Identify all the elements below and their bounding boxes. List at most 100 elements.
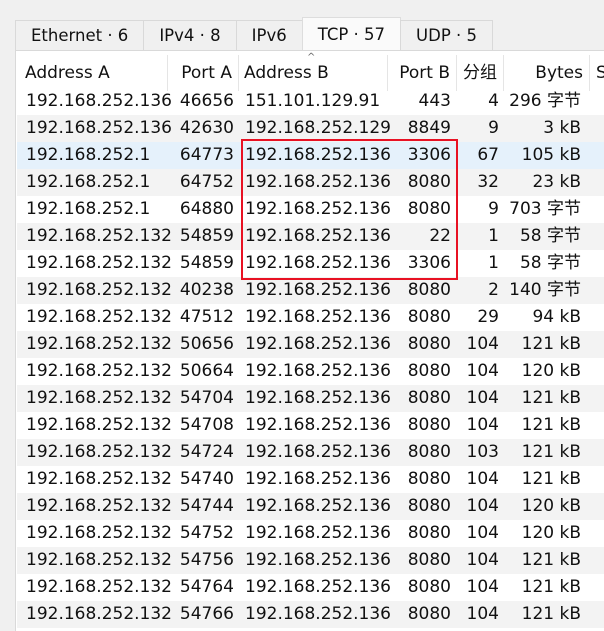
table-row[interactable]: 192.168.252.132 54756 192.168.252.136 8080 1…	[17, 547, 604, 574]
cell-port-a: 50656	[179, 334, 234, 354]
cell-address-a: 192.168.252.136	[26, 118, 173, 138]
cell-address-b: 192.168.252.136	[245, 226, 392, 246]
cell-packets: 32	[477, 172, 499, 192]
table-row[interactable]: 192.168.252.132 54708 192.168.252.136 8080 1…	[17, 412, 604, 439]
cell-port-a: 54859	[179, 253, 234, 273]
cell-bytes: 703 字节	[509, 199, 581, 219]
table-row[interactable]: 192.168.252.132 54740 192.168.252.136 8080 1…	[17, 466, 604, 493]
cell-bytes: 121 kB	[521, 388, 581, 408]
cell-port-b: 8080	[407, 415, 451, 435]
cell-port-a: 40238	[179, 280, 234, 300]
cell-packets: 104	[466, 415, 499, 435]
cell-address-a: 192.168.252.1	[26, 199, 151, 219]
cell-address-a: 192.168.252.132	[26, 469, 173, 489]
table-row[interactable]: 192.168.252.132 54752 192.168.252.136 8080 1…	[17, 520, 604, 547]
table-row[interactable]: 192.168.252.132 54859 192.168.252.136 3306 1…	[17, 250, 604, 277]
cell-packets: 29	[477, 307, 499, 327]
column-port-b[interactable]: Port B	[388, 55, 457, 91]
cell-packets: 104	[466, 604, 499, 624]
cell-port-a: 54756	[179, 550, 234, 570]
cell-bytes: 121 kB	[521, 604, 581, 624]
cell-bytes: 121 kB	[521, 469, 581, 489]
cell-address-b: 192.168.252.136	[245, 604, 392, 624]
cell-packets: 104	[466, 334, 499, 354]
cell-port-b: 8080	[407, 442, 451, 462]
cell-address-b: 192.168.252.136	[245, 550, 392, 570]
column-truncated[interactable]: S	[596, 63, 604, 83]
cell-port-b: 443	[418, 91, 451, 111]
cell-port-a: 42630	[179, 118, 234, 138]
table-row[interactable]: 192.168.252.1 64752 192.168.252.136 8080 32 2…	[17, 169, 604, 196]
cell-port-a: 54744	[179, 496, 234, 516]
tab-udp[interactable]: UDP · 5	[400, 20, 494, 50]
cell-packets: 104	[466, 496, 499, 516]
cell-address-a: 192.168.252.132	[26, 361, 173, 381]
cell-address-b: 192.168.252.136	[245, 442, 392, 462]
column-address-a[interactable]: Address A	[16, 55, 168, 91]
cell-address-a: 192.168.252.132	[26, 388, 173, 408]
cell-address-b: 192.168.252.129	[245, 118, 392, 138]
table-row[interactable]: 192.168.252.132 54744 192.168.252.136 8080 1…	[17, 493, 604, 520]
table-row[interactable]: 192.168.252.132 54859 192.168.252.136 22 1 58…	[17, 223, 604, 250]
column-packets[interactable]: 分组	[457, 55, 504, 91]
cell-port-b: 22	[429, 226, 451, 246]
tab-ipv6[interactable]: IPv6	[235, 20, 303, 50]
cell-port-a: 54708	[179, 415, 234, 435]
cell-packets: 2	[488, 280, 499, 300]
cell-packets: 104	[466, 577, 499, 597]
tab-ipv4[interactable]: IPv4 · 8	[143, 20, 237, 50]
cell-bytes: 120 kB	[521, 361, 581, 381]
cell-port-b: 8080	[407, 307, 451, 327]
cell-port-a: 64773	[179, 145, 234, 165]
column-address-b[interactable]: Address B	[239, 55, 388, 91]
cell-bytes: 121 kB	[521, 442, 581, 462]
cell-address-a: 192.168.252.132	[26, 415, 173, 435]
cell-address-a: 192.168.252.132	[26, 334, 173, 354]
cell-bytes: 58 字节	[519, 253, 581, 273]
cell-address-a: 192.168.252.132	[26, 253, 173, 273]
cell-port-b: 8080	[407, 334, 451, 354]
table-row[interactable]: 192.168.252.132 54764 192.168.252.136 8080 1…	[17, 574, 604, 601]
cell-packets: 1	[488, 253, 499, 273]
cell-address-b: 192.168.252.136	[245, 307, 392, 327]
cell-port-a: 46656	[179, 91, 234, 111]
column-bytes[interactable]: Bytes	[504, 55, 590, 91]
cell-packets: 103	[466, 442, 499, 462]
cell-address-b: 192.168.252.136	[245, 388, 392, 408]
cell-address-a: 192.168.252.132	[26, 604, 173, 624]
cell-bytes: 296 字节	[509, 91, 581, 111]
cell-port-b: 8080	[407, 361, 451, 381]
table-row[interactable]: 192.168.252.132 47512 192.168.252.136 8080 2…	[17, 304, 604, 331]
cell-port-a: 54764	[179, 577, 234, 597]
cell-port-b: 8080	[407, 172, 451, 192]
column-port-a[interactable]: Port A	[168, 55, 239, 91]
tab-tcp[interactable]: TCP · 57	[301, 17, 402, 51]
table-row[interactable]: 192.168.252.132 54704 192.168.252.136 8080 1…	[17, 385, 604, 412]
table-row[interactable]: 192.168.252.132 40238 192.168.252.136 8080 2…	[17, 277, 604, 304]
cell-packets: 104	[466, 523, 499, 543]
table-row[interactable]: 192.168.252.136 46656 151.101.129.91 443 4 29…	[17, 88, 604, 115]
cell-port-a: 64752	[179, 172, 234, 192]
table-row[interactable]: 192.168.252.136 42630 192.168.252.129 8849 9…	[17, 115, 604, 142]
cell-port-b: 8080	[407, 604, 451, 624]
table-row[interactable]: 192.168.252.1 64773 192.168.252.136 3306 67 1…	[17, 142, 604, 169]
table-row[interactable]: 192.168.252.1 64880 192.168.252.136 8080 9 70…	[17, 196, 604, 223]
cell-address-a: 192.168.252.132	[26, 523, 173, 543]
cell-bytes: 121 kB	[521, 334, 581, 354]
cell-packets: 9	[488, 118, 499, 138]
table-row[interactable]: 192.168.252.132 54724 192.168.252.136 8080 1…	[17, 439, 604, 466]
cell-address-a: 192.168.252.132	[26, 307, 173, 327]
table-row[interactable]: 192.168.252.132 54766 192.168.252.136 8080 1…	[17, 601, 604, 628]
tab-ethernet[interactable]: Ethernet · 6	[15, 20, 145, 50]
cell-packets: 104	[466, 361, 499, 381]
cell-address-a: 192.168.252.136	[26, 91, 173, 111]
cell-port-a: 54724	[179, 442, 234, 462]
cell-address-a: 192.168.252.132	[26, 550, 173, 570]
cell-address-b: 192.168.252.136	[245, 145, 392, 165]
table-row[interactable]: 192.168.252.132 50656 192.168.252.136 8080 1…	[17, 331, 604, 358]
cell-port-b: 8080	[407, 388, 451, 408]
table-row[interactable]: 192.168.252.132 50664 192.168.252.136 8080 1…	[17, 358, 604, 385]
cell-address-a: 192.168.252.132	[26, 280, 173, 300]
cell-port-a: 50664	[179, 361, 234, 381]
highlight-box	[241, 139, 458, 280]
